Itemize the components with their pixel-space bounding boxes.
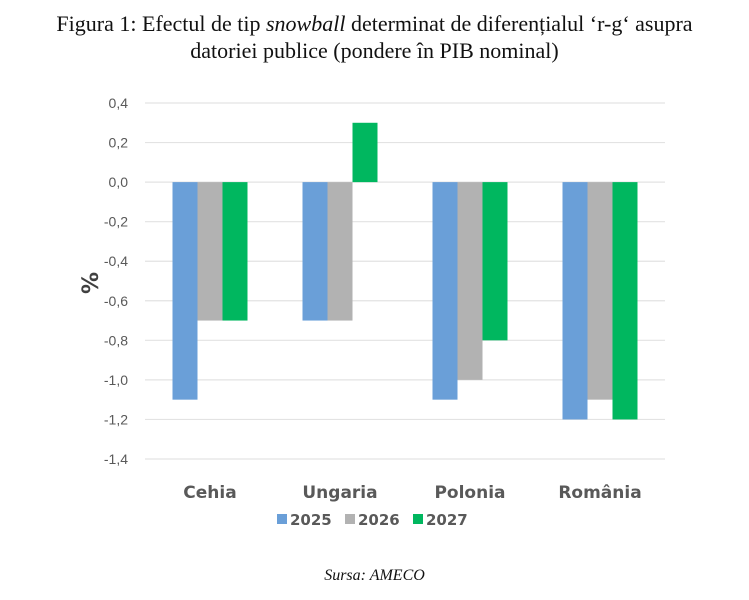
bar-2025: [562, 182, 588, 420]
legend-label: 2025: [290, 511, 332, 529]
y-tick-label: -0,6: [104, 293, 128, 309]
y-tick-label: -1,2: [104, 411, 128, 427]
y-axis-label: %: [79, 272, 104, 294]
title-italic: snowball: [265, 11, 346, 36]
legend: 2025 2026 2027: [277, 511, 468, 529]
y-tick-label: -0,4: [104, 253, 128, 269]
y-tick-label: -1,0: [104, 372, 128, 388]
bar-2026: [197, 182, 223, 321]
bar-2027: [482, 182, 508, 341]
category-label: România: [558, 483, 641, 503]
y-axis-ticks: 0,4 0,2 0,0 -0,2 -0,4 -0,6 -0,8 -1,0 -1,2 -1,4: [104, 95, 128, 467]
legend-swatch-2025: [277, 514, 287, 524]
category-label: Cehia: [183, 483, 236, 503]
chart-title: Figura 1: Efectul de tip snowball determ…: [0, 10, 749, 64]
x-axis-categories: Cehia Ungaria Polonia România: [183, 483, 641, 503]
chart-title-line-2: datoriei publice (pondere în PIB nominal…: [190, 38, 559, 63]
y-tick-label: -0,2: [104, 214, 128, 230]
y-tick-label: 0,2: [109, 135, 129, 151]
category-label: Ungaria: [302, 483, 377, 503]
y-tick-label: -1,4: [104, 451, 128, 467]
legend-swatch-2026: [345, 514, 355, 524]
bar-2027: [612, 182, 638, 420]
bar-2025: [172, 182, 198, 400]
gridlines: [145, 102, 665, 460]
y-tick-label: -0,8: [104, 332, 128, 348]
bar-2027: [352, 122, 378, 183]
category-label: Polonia: [434, 483, 505, 503]
bar-2025: [302, 182, 328, 321]
legend-label: 2026: [358, 511, 400, 529]
bar-2027: [222, 182, 248, 321]
legend-swatch-2027: [413, 514, 423, 524]
y-tick-label: 0,0: [109, 174, 129, 190]
title-suffix: determinat de diferențialul ‘r-g‘ asupra: [345, 11, 693, 36]
chart-title-line-1: Figura 1: Efectul de tip snowball determ…: [0, 10, 749, 37]
bar-2025: [432, 182, 458, 400]
source-note: Sursa: AMECO: [324, 567, 425, 584]
bar-2026: [587, 182, 613, 400]
title-prefix: Figura 1: Efectul de tip: [56, 11, 266, 36]
bars: [172, 122, 638, 420]
y-tick-label: 0,4: [109, 95, 129, 111]
bar-2026: [457, 182, 483, 380]
bar-2026: [327, 182, 353, 321]
legend-label: 2027: [426, 511, 468, 529]
